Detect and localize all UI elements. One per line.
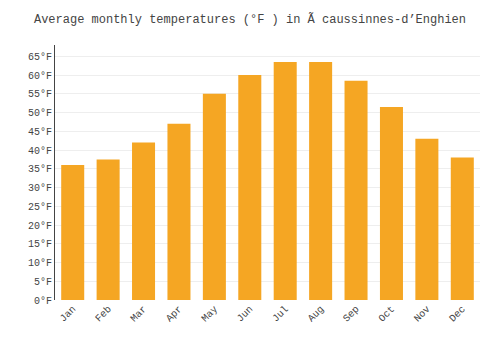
svg-text:55°F: 55°F <box>28 89 52 100</box>
svg-text:15°F: 15°F <box>28 239 52 250</box>
svg-text:0°F: 0°F <box>34 296 52 307</box>
svg-text:25°F: 25°F <box>28 202 52 213</box>
svg-text:Nov: Nov <box>412 304 433 325</box>
svg-text:Aug: Aug <box>306 304 327 325</box>
svg-text:35°F: 35°F <box>28 164 52 175</box>
svg-text:Sep: Sep <box>341 304 362 325</box>
svg-text:40°F: 40°F <box>28 146 52 157</box>
svg-text:Jun: Jun <box>235 304 256 325</box>
svg-text:10°F: 10°F <box>28 258 52 269</box>
svg-text:20°F: 20°F <box>28 221 52 232</box>
svg-text:Mar: Mar <box>129 304 150 325</box>
svg-text:May: May <box>200 304 221 325</box>
svg-text:45°F: 45°F <box>28 127 52 138</box>
svg-text:Apr: Apr <box>164 304 185 325</box>
svg-text:Oct: Oct <box>377 304 398 325</box>
svg-text:Average monthly temperatures (: Average monthly temperatures (°F ) in Ã … <box>34 12 466 27</box>
svg-text:Jan: Jan <box>58 304 79 325</box>
svg-text:Jul: Jul <box>270 304 291 325</box>
svg-text:30°F: 30°F <box>28 183 52 194</box>
svg-text:Dec: Dec <box>447 304 468 325</box>
svg-text:Feb: Feb <box>93 304 114 325</box>
svg-text:50°F: 50°F <box>28 108 52 119</box>
svg-text:65°F: 65°F <box>28 52 52 63</box>
svg-text:5°F: 5°F <box>34 277 52 288</box>
svg-text:60°F: 60°F <box>28 71 52 82</box>
